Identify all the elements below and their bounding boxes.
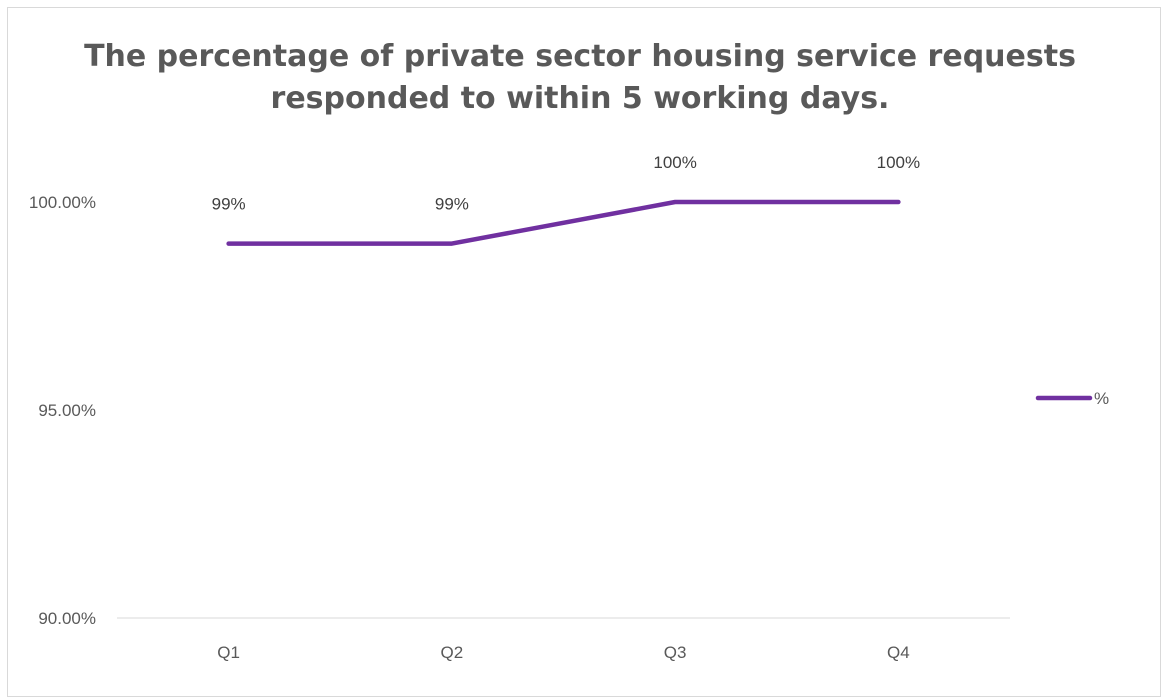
y-tick-label: 100.00% bbox=[29, 193, 96, 212]
x-tick-label: Q3 bbox=[664, 643, 687, 662]
data-label: 99% bbox=[435, 195, 469, 214]
x-tick-label: Q2 bbox=[441, 643, 464, 662]
data-label: 99% bbox=[212, 195, 246, 214]
x-tick-label: Q1 bbox=[217, 643, 240, 662]
legend: % bbox=[1035, 389, 1109, 408]
y-tick-label: 95.00% bbox=[38, 401, 96, 420]
data-label: 100% bbox=[877, 153, 920, 172]
series-line bbox=[226, 199, 901, 246]
data-label: 100% bbox=[653, 153, 696, 172]
legend-label: % bbox=[1094, 389, 1109, 408]
chart-frame bbox=[7, 7, 1161, 697]
series-lines bbox=[226, 199, 901, 246]
data-labels: 99% 99% 100% 100% bbox=[212, 153, 921, 214]
x-axis-ticks: Q1 Q2 Q3 Q4 bbox=[217, 643, 909, 662]
y-axis-ticks: 100.00% 95.00% 90.00% bbox=[29, 193, 96, 628]
x-tick-label: Q4 bbox=[887, 643, 910, 662]
y-tick-label: 90.00% bbox=[38, 609, 96, 628]
chart-title: The percentage of private sector housing… bbox=[84, 39, 1076, 116]
